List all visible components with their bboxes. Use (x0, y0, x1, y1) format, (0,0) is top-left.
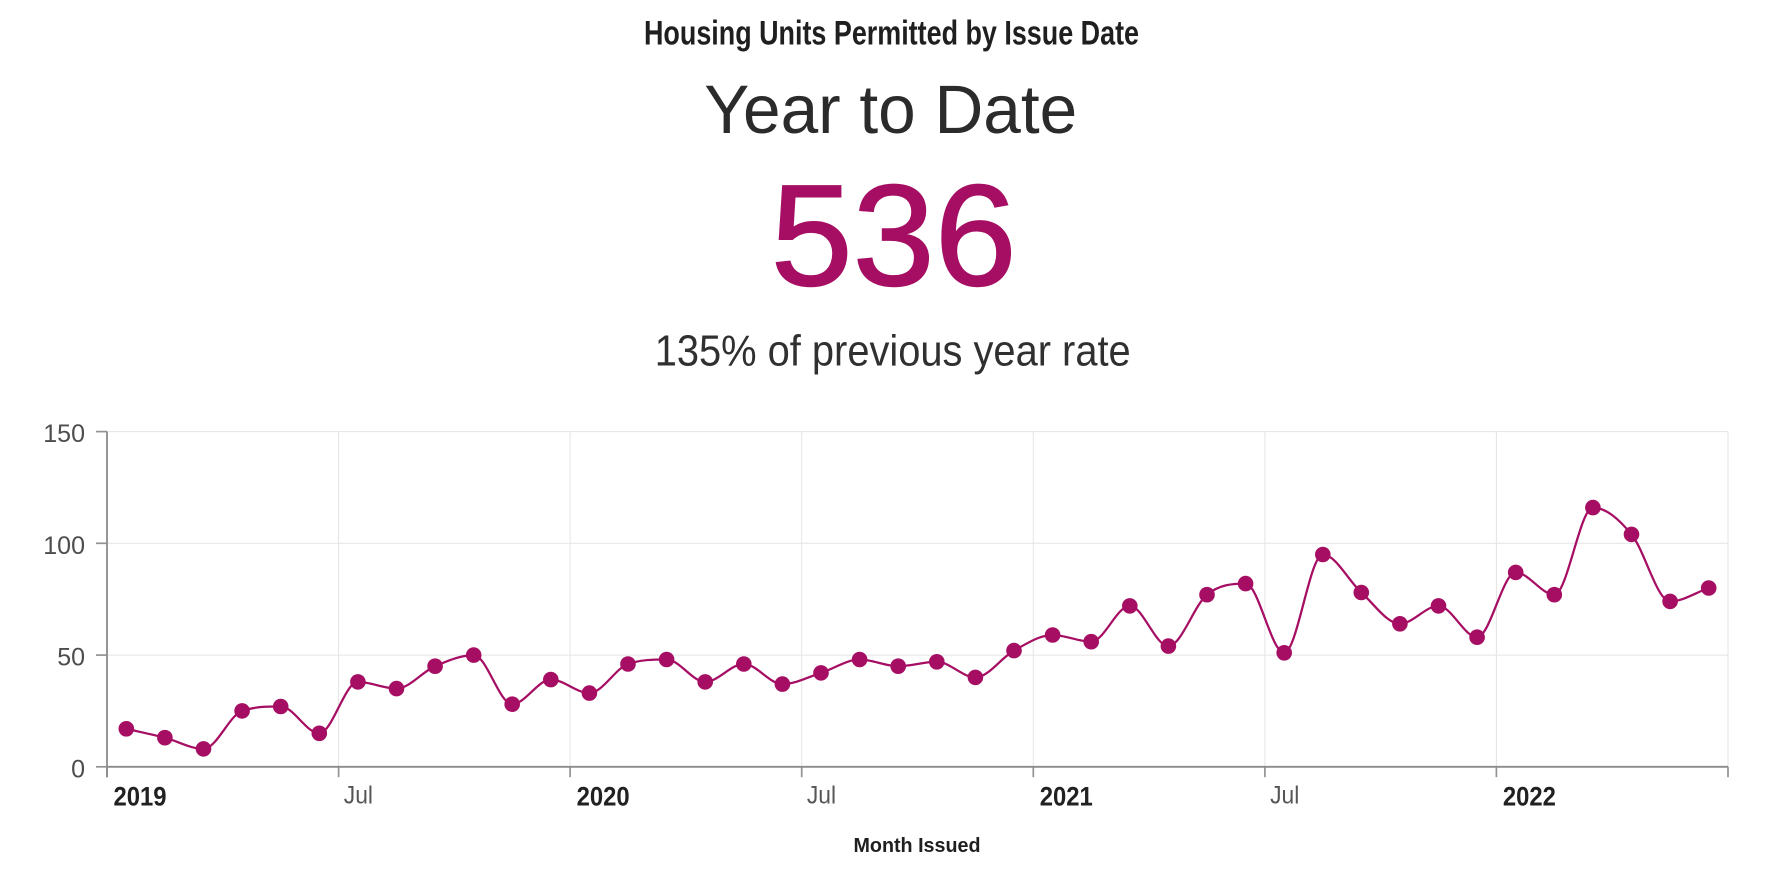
svg-text:Housing Units Permitted by Iss: Housing Units Permitted by Issue Date (644, 15, 1139, 53)
svg-text:0: 0 (71, 755, 85, 783)
svg-text:100: 100 (43, 532, 85, 560)
svg-text:Jul: Jul (344, 782, 373, 810)
svg-text:Jul: Jul (1270, 782, 1299, 810)
svg-text:Year to Date: Year to Date (704, 71, 1077, 148)
svg-text:50: 50 (57, 644, 85, 672)
svg-text:2021: 2021 (1040, 782, 1093, 812)
svg-text:135% of previous year rate: 135% of previous year rate (655, 327, 1131, 376)
svg-text:536: 536 (771, 155, 1017, 316)
svg-text:2020: 2020 (577, 782, 630, 812)
svg-text:Month Issued: Month Issued (854, 835, 981, 857)
svg-text:2019: 2019 (114, 782, 167, 812)
svg-text:150: 150 (43, 420, 85, 448)
svg-text:Jul: Jul (807, 782, 836, 810)
svg-text:2022: 2022 (1503, 782, 1556, 812)
